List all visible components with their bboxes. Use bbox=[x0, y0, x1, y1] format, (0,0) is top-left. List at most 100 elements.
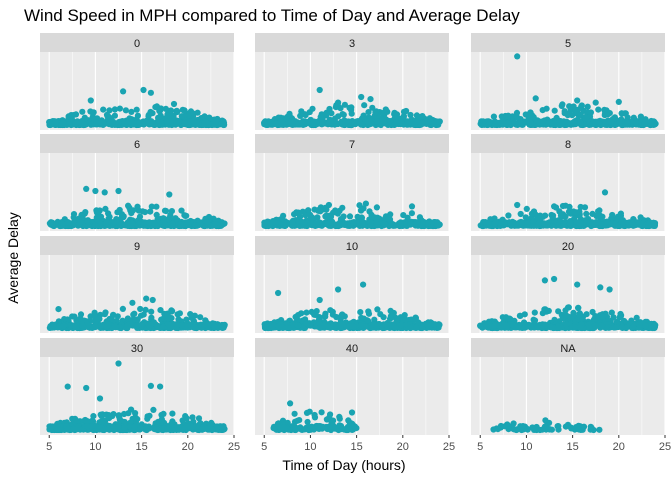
data-point bbox=[424, 321, 431, 328]
data-point bbox=[629, 323, 637, 330]
data-point-outlier bbox=[166, 191, 173, 198]
data-point bbox=[147, 108, 154, 116]
data-point bbox=[168, 208, 175, 215]
data-point-outlier bbox=[316, 86, 323, 94]
data-point bbox=[393, 119, 400, 126]
data-point bbox=[128, 108, 135, 115]
data-point bbox=[506, 315, 513, 322]
data-point bbox=[116, 105, 123, 112]
data-point bbox=[289, 120, 296, 127]
data-point bbox=[134, 416, 141, 423]
data-point-outlier bbox=[87, 97, 94, 104]
data-point bbox=[577, 220, 584, 227]
data-point bbox=[106, 422, 113, 430]
data-point bbox=[616, 119, 623, 126]
data-point bbox=[390, 309, 397, 317]
data-point bbox=[153, 103, 160, 110]
data-point bbox=[542, 417, 549, 424]
data-point bbox=[178, 322, 185, 329]
x-tick-label: 20 bbox=[613, 441, 625, 453]
data-point-outlier bbox=[325, 201, 332, 209]
data-point-outlier bbox=[358, 93, 365, 101]
data-point bbox=[68, 112, 75, 119]
data-point-outlier bbox=[597, 284, 604, 291]
data-point bbox=[318, 121, 326, 128]
data-point bbox=[189, 414, 196, 421]
data-point bbox=[179, 425, 186, 432]
data-point bbox=[650, 323, 658, 330]
data-point bbox=[498, 113, 505, 120]
data-point bbox=[527, 120, 534, 127]
data-point bbox=[562, 213, 569, 220]
data-point bbox=[617, 210, 625, 217]
x-tick-label: 15 bbox=[566, 441, 578, 453]
data-point bbox=[91, 222, 99, 229]
data-point bbox=[361, 102, 368, 109]
data-point bbox=[154, 323, 161, 330]
data-point bbox=[570, 119, 577, 126]
data-points bbox=[46, 86, 228, 129]
data-point bbox=[176, 221, 184, 228]
data-point-outlier bbox=[120, 88, 127, 95]
data-point bbox=[65, 219, 72, 226]
data-point bbox=[270, 219, 277, 226]
data-point-outlier bbox=[64, 383, 71, 390]
data-point bbox=[523, 205, 530, 212]
facet-strip-label: 3 bbox=[349, 38, 355, 50]
data-point bbox=[129, 119, 136, 126]
data-point-outlier bbox=[335, 286, 342, 293]
data-point bbox=[198, 324, 205, 331]
facet-panel-10: 10 bbox=[255, 236, 450, 333]
data-point bbox=[577, 203, 584, 211]
x-tick-label: 5 bbox=[261, 441, 267, 453]
data-point bbox=[505, 422, 512, 430]
data-point bbox=[407, 324, 414, 331]
data-point bbox=[531, 309, 538, 316]
data-point bbox=[100, 106, 107, 113]
data-point bbox=[573, 424, 580, 431]
data-point bbox=[84, 423, 91, 430]
facet-panel-30: 30 bbox=[40, 338, 235, 435]
facet-panel-0: 0 bbox=[40, 33, 235, 130]
data-point bbox=[303, 309, 310, 316]
data-point bbox=[286, 110, 293, 117]
data-point bbox=[46, 423, 53, 430]
data-point bbox=[322, 313, 329, 320]
data-point bbox=[366, 208, 373, 215]
data-point bbox=[336, 413, 343, 420]
x-tick-label: 10 bbox=[520, 441, 532, 453]
data-point bbox=[173, 120, 180, 127]
data-point bbox=[291, 410, 298, 417]
data-point bbox=[408, 210, 415, 217]
data-point-outlier bbox=[157, 383, 164, 390]
chart-title: Wind Speed in MPH compared to Time of Da… bbox=[24, 6, 520, 25]
data-point bbox=[194, 109, 201, 116]
data-point bbox=[262, 121, 269, 128]
data-point bbox=[326, 414, 333, 421]
data-point bbox=[50, 322, 57, 329]
facet-strip-label: 6 bbox=[134, 139, 140, 151]
data-point-outlier bbox=[360, 281, 367, 288]
data-point bbox=[507, 220, 514, 227]
data-point bbox=[365, 308, 372, 315]
data-point bbox=[105, 412, 112, 419]
data-point bbox=[280, 120, 287, 127]
data-point bbox=[164, 119, 171, 126]
data-point bbox=[563, 321, 570, 328]
data-point bbox=[583, 210, 590, 217]
data-point bbox=[75, 222, 82, 229]
facet-strip bbox=[40, 33, 234, 52]
data-point-outlier bbox=[115, 360, 122, 367]
data-point bbox=[539, 118, 547, 125]
data-point bbox=[193, 120, 200, 127]
data-point bbox=[413, 324, 420, 331]
data-point bbox=[315, 207, 322, 214]
data-point bbox=[295, 322, 302, 329]
data-point bbox=[307, 220, 314, 227]
data-point bbox=[164, 321, 172, 328]
data-point bbox=[182, 212, 189, 219]
data-point bbox=[104, 112, 111, 119]
data-point bbox=[351, 423, 358, 430]
data-point bbox=[153, 211, 160, 218]
